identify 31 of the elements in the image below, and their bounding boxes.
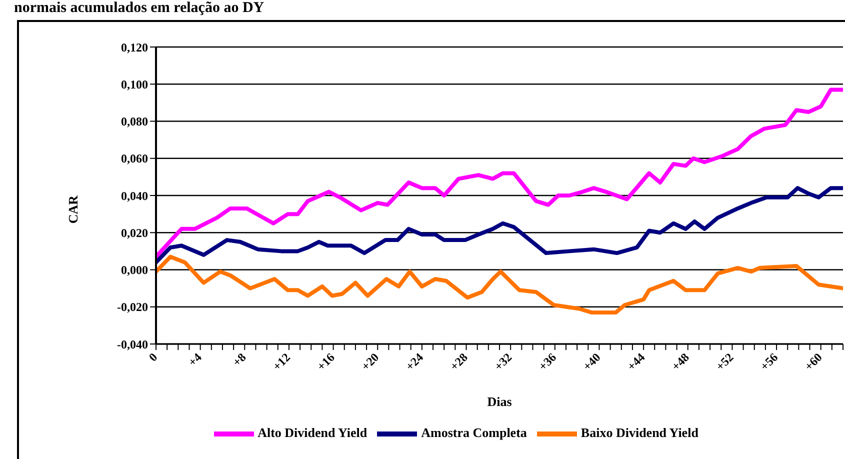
x-tick-label: +20 — [358, 350, 382, 374]
y-tick-label: 0,060 — [121, 152, 148, 166]
legend-label: Alto Dividend Yield — [258, 424, 368, 440]
x-tick-label: +60 — [802, 350, 825, 374]
x-tick-label: +12 — [270, 350, 294, 374]
x-tick-label: +36 — [536, 350, 559, 374]
x-tick-label: +4 — [185, 350, 204, 370]
legend-label: Amostra Completa — [421, 424, 527, 440]
x-tick-label: +48 — [668, 350, 692, 374]
y-tick-label: -0,040 — [117, 337, 148, 352]
x-tick-label: +8 — [230, 350, 249, 370]
chart-title: normais acumulados em relação ao DY — [14, 0, 264, 17]
x-tick-label: +16 — [314, 350, 338, 374]
y-tick-label: -0,020 — [117, 300, 148, 314]
x-tick-label: +56 — [757, 350, 781, 374]
y-tick-label: 0,000 — [121, 263, 148, 278]
x-tick-label: 0 — [146, 350, 160, 364]
x-tick-label: +52 — [713, 350, 736, 374]
x-tick-label: +24 — [402, 350, 426, 374]
x-axis-title: Dias — [487, 394, 512, 409]
y-axis-title: CAR — [66, 194, 81, 224]
x-tick-label: +28 — [447, 350, 470, 374]
y-tick-label: 0,040 — [121, 188, 148, 203]
y-tick-label: 0,100 — [121, 77, 148, 92]
x-tick-label: +32 — [491, 350, 515, 374]
x-tick-label: +44 — [624, 350, 648, 374]
y-tick-label: 0,080 — [121, 114, 148, 129]
y-tick-label: 0,120 — [121, 40, 148, 54]
legend-label: Baixo Dividend Yield — [580, 424, 698, 440]
x-tick-label: +40 — [580, 350, 604, 374]
y-tick-label: 0,020 — [121, 226, 148, 240]
